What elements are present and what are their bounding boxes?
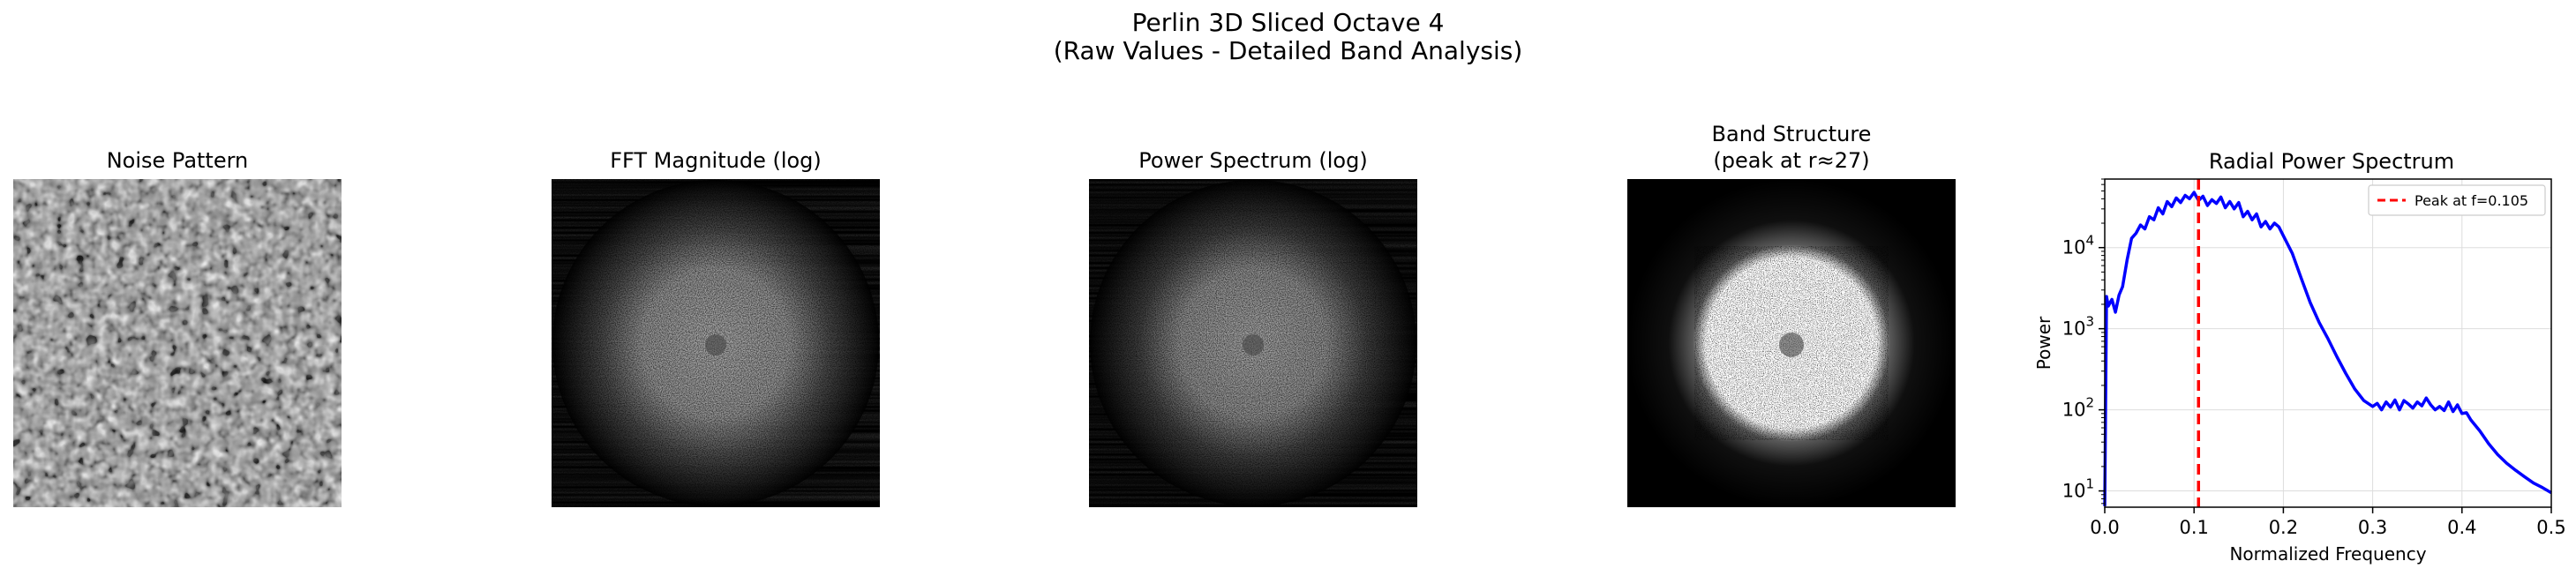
radial-power-line bbox=[2103, 191, 2552, 506]
y-tick-label: 101 bbox=[2062, 476, 2094, 502]
y-tick-label: 102 bbox=[2062, 395, 2094, 421]
legend: Peak at f=0.105 bbox=[2368, 184, 2546, 216]
x-tick-label: 0.3 bbox=[2358, 517, 2387, 538]
x-tick-label: 0.1 bbox=[2179, 517, 2208, 538]
x-tick-label: 0.4 bbox=[2447, 517, 2476, 538]
legend-box bbox=[2368, 184, 2546, 216]
x-tick-label: 0.0 bbox=[2090, 517, 2119, 538]
noise-pattern-title: Noise Pattern bbox=[106, 148, 249, 173]
y-tick-label: 104 bbox=[2062, 233, 2094, 258]
figure-title-line2: (Raw Values - Detailed Band Analysis) bbox=[1053, 36, 1523, 65]
x-axis-label: Normalized Frequency bbox=[2229, 543, 2426, 565]
fft-magnitude-title: FFT Magnitude (log) bbox=[610, 148, 822, 173]
noise-pattern-image bbox=[13, 179, 342, 507]
legend-peak-label: Peak at f=0.105 bbox=[2415, 192, 2528, 209]
band-structure-title-line1: Band Structure bbox=[1711, 122, 1872, 146]
power-spectrum-title: Power Spectrum (log) bbox=[1138, 148, 1368, 173]
band-structure-image bbox=[1627, 179, 1956, 507]
x-tick-label: 0.5 bbox=[2536, 517, 2565, 538]
figure-title-line1: Perlin 3D Sliced Octave 4 bbox=[1131, 8, 1445, 37]
x-tick-label: 0.2 bbox=[2269, 517, 2298, 538]
y-axis-label: Power bbox=[2033, 316, 2054, 370]
power-spectrum-image bbox=[1089, 179, 1417, 507]
fft-magnitude-image bbox=[552, 179, 880, 507]
y-tick-label: 103 bbox=[2062, 314, 2094, 340]
plot-area-frame bbox=[2104, 178, 2552, 508]
band-structure-title-line2: (peak at r≈27) bbox=[1713, 148, 1870, 173]
chart-title: Radial Power Spectrum bbox=[2209, 149, 2454, 174]
